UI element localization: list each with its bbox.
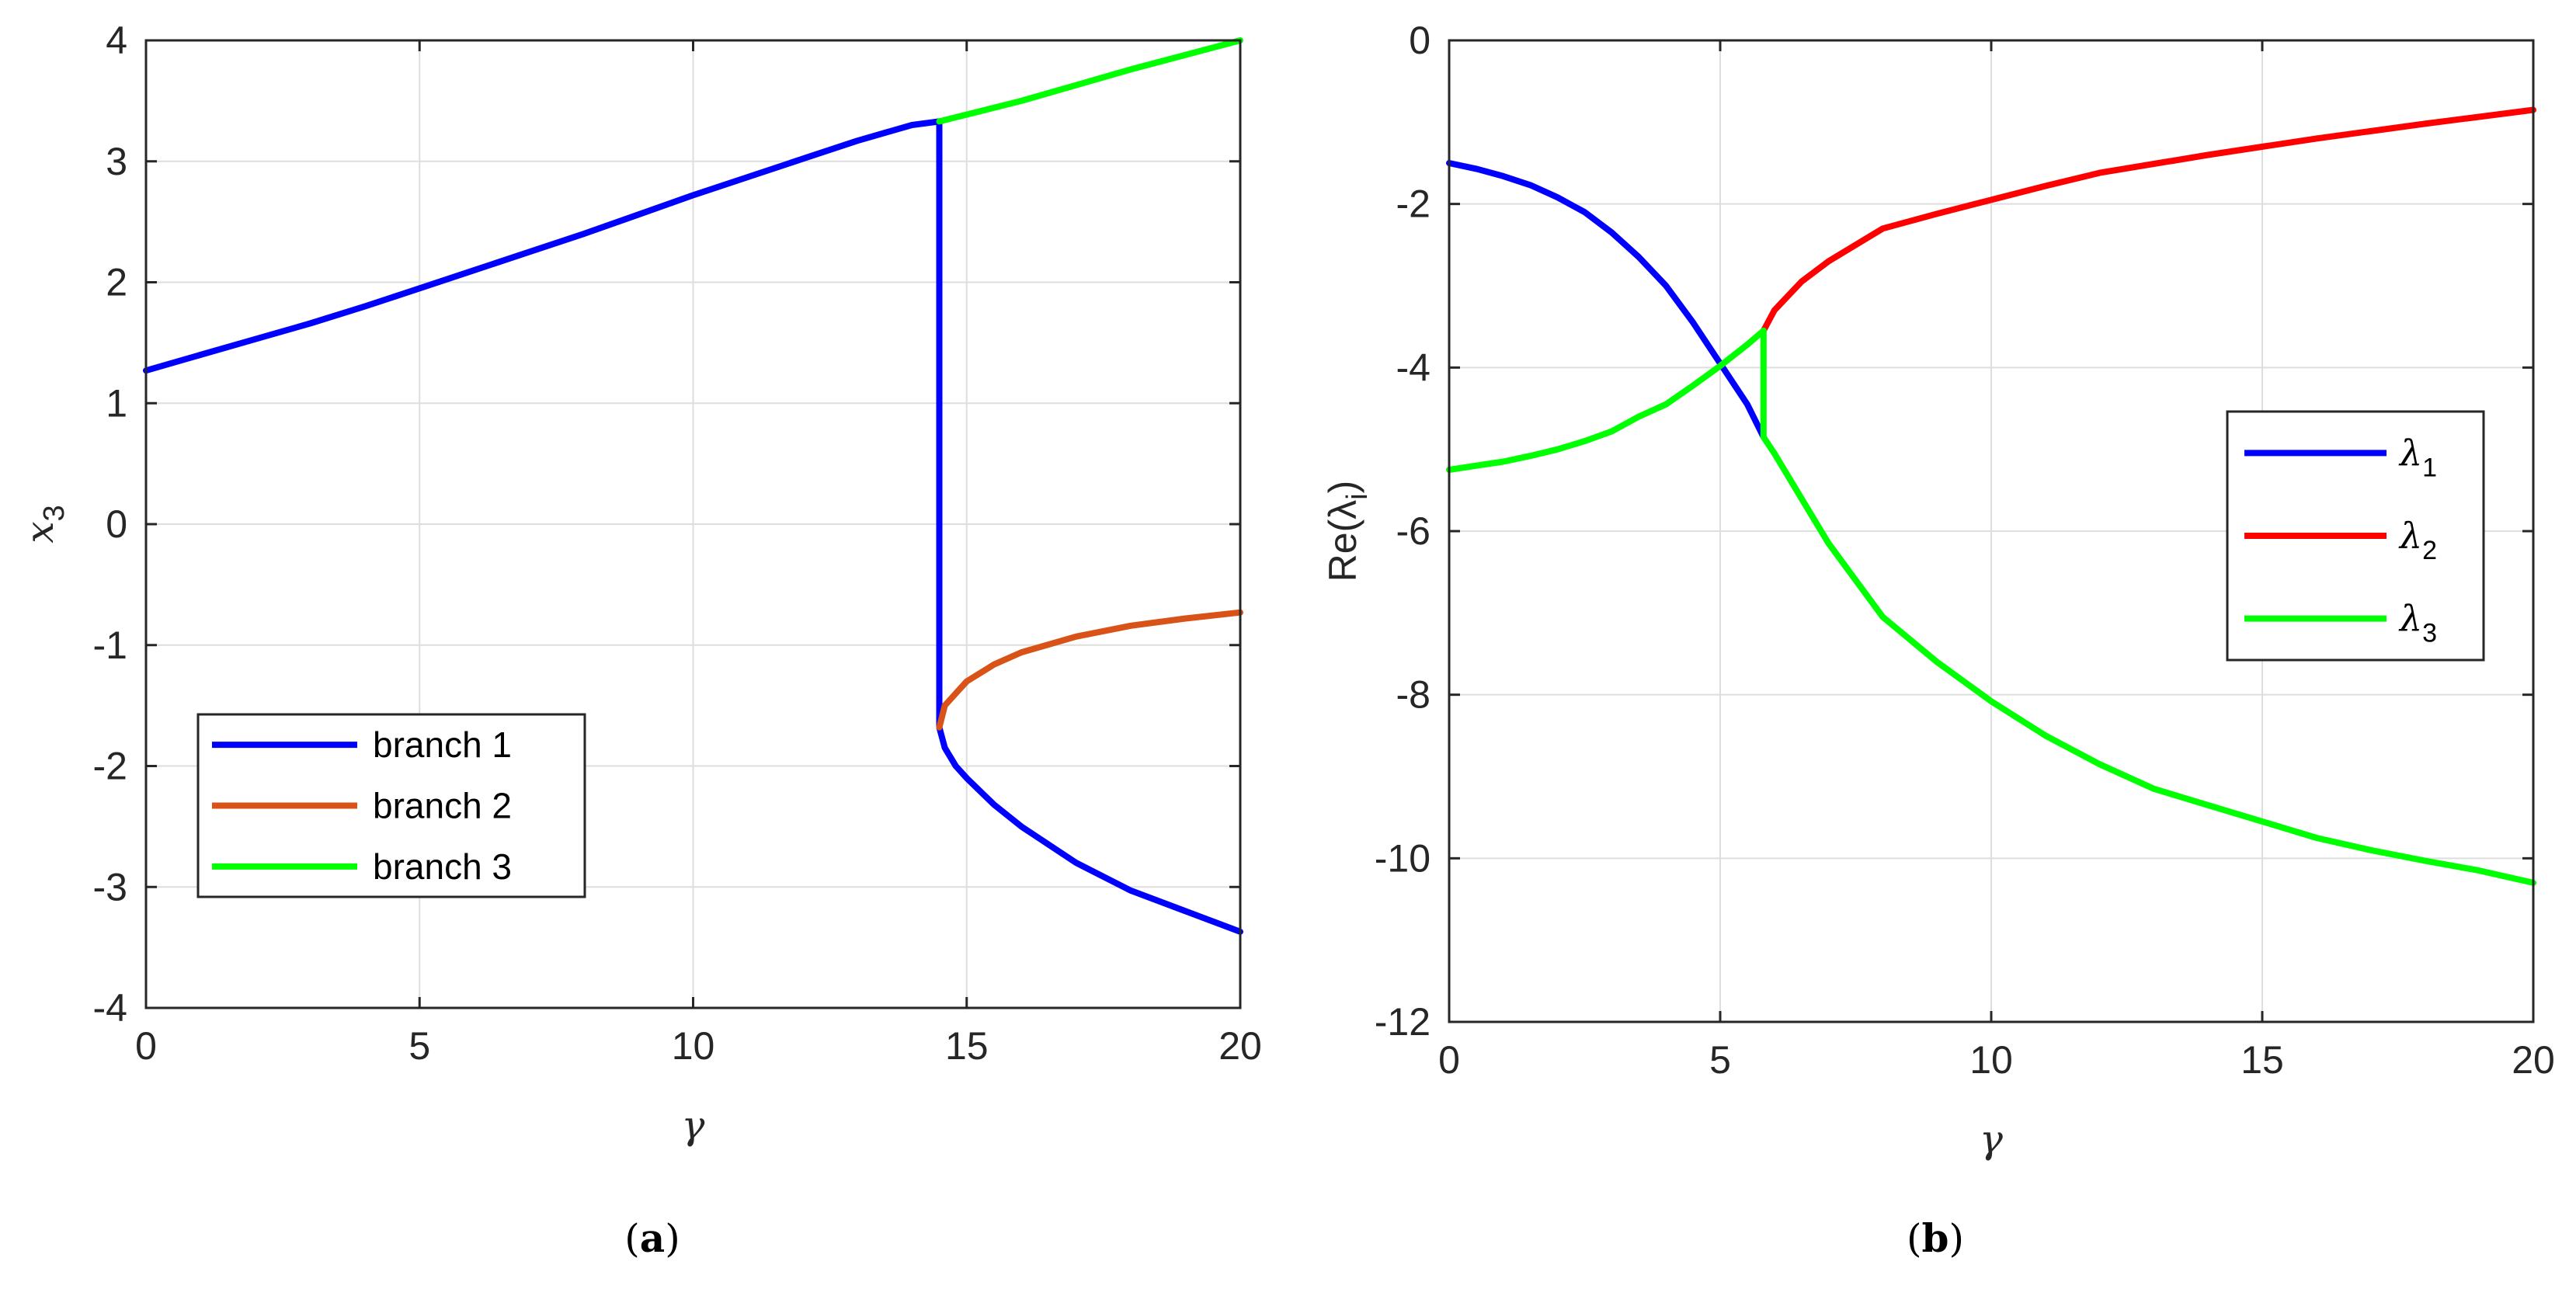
x-tick-label: 5 <box>408 1024 430 1068</box>
x-tick-label: 0 <box>135 1024 157 1068</box>
y-tick-label: -2 <box>1396 182 1431 226</box>
caption-open: ( <box>1907 1216 1922 1261</box>
caption-close: ) <box>1949 1216 1964 1261</box>
x-tick-label: 10 <box>672 1024 715 1068</box>
y-axis-label-close: ) <box>1321 481 1364 494</box>
series-line-3 <box>1760 433 2536 886</box>
x-axis-label: γ <box>682 1103 705 1148</box>
legend-label: branch 2 <box>373 786 512 826</box>
panel-caption: (a) <box>624 1215 680 1261</box>
y-tick-label: -4 <box>93 986 127 1030</box>
y-axis-label-subscript: 3 <box>38 505 71 521</box>
y-axis-label: Re(λi) <box>1321 481 1374 582</box>
y-axis-label-subscript: i <box>1341 493 1374 499</box>
y-tick-label: 3 <box>106 140 127 183</box>
legend: branch 1 branch 2 branch 3 <box>196 713 586 898</box>
legend-subscript: 3 <box>2422 619 2437 648</box>
series-line-2 <box>936 609 1243 731</box>
series-line-3 <box>936 37 1243 125</box>
legend-label: branch 3 <box>373 846 512 887</box>
x-tick-label: 10 <box>1969 1038 2013 1082</box>
y-tick-label: 0 <box>1409 19 1431 62</box>
y-tick-label: -3 <box>93 865 127 909</box>
legend-label: λ3 <box>2398 598 2437 648</box>
y-tick-label: -6 <box>1396 509 1431 553</box>
legend-label: λ1 <box>2398 432 2437 482</box>
x-tick-label: 15 <box>945 1024 989 1068</box>
x-tick-label: 20 <box>2512 1038 2555 1082</box>
y-tick-label: 1 <box>106 381 127 425</box>
series-line-1 <box>936 724 1243 935</box>
y-axis-label: x3 <box>17 505 71 543</box>
series-line-1 <box>143 118 943 374</box>
y-axis-label-main: Re(λ <box>1321 500 1364 582</box>
legend-subscript: 1 <box>2422 453 2437 482</box>
y-tick-label: -2 <box>93 745 127 788</box>
x-tick-label: 5 <box>1709 1038 1731 1082</box>
legend-label: λ2 <box>2398 515 2437 565</box>
y-tick-label: -4 <box>1396 346 1431 389</box>
y-tick-label: 2 <box>106 261 127 304</box>
y-tick-label: -10 <box>1375 836 1431 880</box>
y-tick-label: -8 <box>1396 673 1431 717</box>
legend-subscript: 2 <box>2422 536 2437 565</box>
legend-symbol: λ <box>2398 432 2422 474</box>
caption-letter: b <box>1922 1215 1949 1261</box>
legend-symbol: λ <box>2398 515 2422 557</box>
x-tick-label: 20 <box>1218 1024 1262 1068</box>
caption-letter: a <box>640 1215 665 1261</box>
legend-symbol: λ <box>2398 598 2422 640</box>
x-axis-label: γ <box>1980 1117 2003 1162</box>
series-line-3 <box>1446 327 1767 473</box>
y-tick-label: 0 <box>106 502 127 546</box>
legend-label: branch 1 <box>373 724 512 765</box>
caption-close: ) <box>665 1216 680 1261</box>
series-line-2 <box>1760 106 2536 334</box>
y-tick-label: -12 <box>1375 1000 1431 1044</box>
x-tick-label: 15 <box>2241 1038 2284 1082</box>
y-tick-label: 4 <box>106 19 127 62</box>
y-tick-label: -1 <box>93 624 127 667</box>
x-tick-label: 0 <box>1438 1038 1460 1082</box>
y-axis-label-main: x <box>17 521 62 543</box>
caption-open: ( <box>624 1216 640 1261</box>
panel-caption: (b) <box>1907 1215 1964 1261</box>
